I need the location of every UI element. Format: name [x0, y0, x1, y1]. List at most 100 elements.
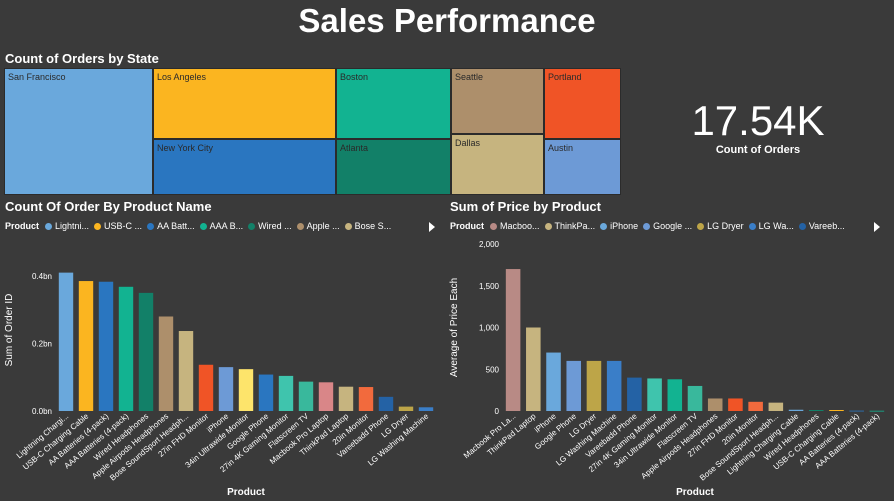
bar[interactable]	[158, 316, 174, 412]
chart1-legend-item-3[interactable]: AAA B...	[199, 221, 243, 231]
legend-dot-icon	[296, 223, 304, 230]
bar[interactable]	[586, 360, 602, 411]
bar[interactable]	[418, 407, 434, 411]
treemap-tile-austin[interactable]: Austin	[544, 139, 621, 195]
legend-label: Wired ...	[258, 221, 292, 231]
legend-label: LG Wa...	[758, 221, 794, 231]
chart2-legend-item-4[interactable]: LG Dryer	[697, 221, 744, 231]
chart2-legend-item-5[interactable]: LG Wa...	[748, 221, 794, 231]
bar[interactable]	[728, 398, 743, 411]
chart2-title: Sum of Price by Product	[450, 199, 601, 214]
x-axis-title: Product	[676, 487, 714, 498]
legend-dot-icon	[798, 223, 806, 230]
tile-label: Austin	[548, 143, 574, 153]
legend-dot-icon	[600, 223, 608, 230]
bar[interactable]	[138, 292, 154, 411]
legend-dot-icon	[544, 223, 552, 230]
bar[interactable]	[358, 387, 374, 411]
bar[interactable]	[829, 409, 844, 411]
treemap-tile-seattle[interactable]: Seattle	[451, 68, 544, 134]
bar[interactable]	[687, 385, 703, 411]
kpi-card: 17.54K Count of Orders	[660, 98, 856, 157]
tile-label: Boston	[340, 72, 369, 82]
tile-label: Los Angeles	[157, 72, 207, 82]
bar[interactable]	[707, 398, 723, 411]
treemap-tile-san-francisco[interactable]: San Francisco	[4, 68, 153, 195]
bar[interactable]	[647, 378, 662, 411]
page-title: Sales Performance	[298, 2, 596, 39]
legend-label: ThinkPa...	[554, 221, 596, 231]
legend-dot-icon	[199, 223, 207, 230]
bar[interactable]	[667, 379, 683, 411]
bar[interactable]	[788, 409, 804, 411]
bar[interactable]	[298, 381, 314, 411]
legend-label: Macboo...	[500, 221, 540, 231]
treemap-tile-atlanta[interactable]: Atlanta	[336, 139, 451, 195]
bar[interactable]	[238, 369, 254, 411]
treemap-title: Count of Orders by State	[5, 51, 159, 66]
treemap-tile-dallas[interactable]: Dallas	[451, 134, 544, 195]
bar[interactable]	[198, 364, 214, 411]
chart1-legend-item-2[interactable]: AA Batt...	[147, 221, 195, 231]
bar[interactable]	[546, 352, 561, 411]
bar[interactable]	[398, 406, 414, 411]
tile-label: Seattle	[455, 72, 484, 82]
bar[interactable]	[378, 396, 394, 411]
chart1-legend-item-6[interactable]: Bose S...	[344, 221, 392, 231]
chart1-legend-item-0[interactable]: Lightni...	[45, 221, 89, 231]
chart2-legend: Product Macboo... ThinkPa... iPhone Google .…	[450, 221, 850, 237]
bar[interactable]	[258, 374, 274, 411]
chart1-legend-item-4[interactable]: Wired ...	[248, 221, 292, 231]
bar[interactable]	[98, 281, 114, 411]
chart2-legend-item-3[interactable]: Google ...	[643, 221, 692, 231]
bar[interactable]	[58, 272, 74, 411]
bar[interactable]	[218, 367, 234, 411]
tile-label: San Francisco	[8, 72, 66, 82]
legend-dot-icon	[45, 223, 53, 230]
bar[interactable]	[338, 386, 354, 411]
bar[interactable]	[178, 331, 194, 411]
y-axis-title: Sum of Order ID	[4, 294, 15, 367]
legend-label: LG Dryer	[707, 221, 744, 231]
treemap-tile-boston[interactable]: Boston	[336, 68, 451, 139]
treemap-tile-new-york-city[interactable]: New York City	[153, 139, 336, 195]
chart2-legend-item-0[interactable]: Macboo...	[490, 221, 540, 231]
chart1-legend-item-1[interactable]: USB-C ...	[94, 221, 142, 231]
bar[interactable]	[606, 360, 622, 411]
treemap-tile-portland[interactable]: Portland	[544, 68, 621, 139]
legend-dot-icon	[147, 223, 155, 230]
treemap-tile-los-angeles[interactable]: Los Angeles	[153, 68, 336, 139]
bar[interactable]	[78, 281, 94, 411]
legend-next-icon[interactable]	[874, 222, 880, 232]
bar[interactable]	[318, 382, 334, 411]
y-tick-label: 500	[486, 365, 500, 374]
bar[interactable]	[505, 269, 521, 411]
legend-label: Lightni...	[55, 221, 90, 231]
tile-label: Atlanta	[340, 143, 369, 153]
chart2-legend-item-1[interactable]: ThinkPa...	[544, 221, 596, 231]
legend-label: iPhone	[610, 221, 639, 231]
bar[interactable]	[118, 286, 134, 411]
bar[interactable]	[526, 327, 541, 412]
chart2-legend-item-2[interactable]: iPhone	[600, 221, 638, 231]
bar[interactable]	[849, 410, 864, 412]
bar[interactable]	[566, 360, 582, 411]
bar[interactable]	[627, 377, 642, 411]
chart2-legend-item-6[interactable]: Vareeb...	[798, 221, 845, 231]
legend-label: USB-C ...	[104, 221, 143, 231]
bar[interactable]	[808, 409, 824, 411]
legend-title: Product	[450, 221, 485, 231]
legend-label: Bose S...	[354, 221, 392, 231]
chart1-legend-item-5[interactable]: Apple ...	[296, 221, 340, 231]
legend-next-icon[interactable]	[429, 222, 435, 232]
legend-label: Apple ...	[306, 221, 340, 231]
bar[interactable]	[748, 401, 763, 411]
bar[interactable]	[278, 375, 294, 411]
kpi-label: Count of Orders	[715, 144, 801, 156]
legend-dot-icon	[697, 223, 705, 230]
legend-label: Google ...	[653, 221, 693, 231]
bar[interactable]	[768, 402, 784, 411]
bar[interactable]	[869, 410, 885, 412]
